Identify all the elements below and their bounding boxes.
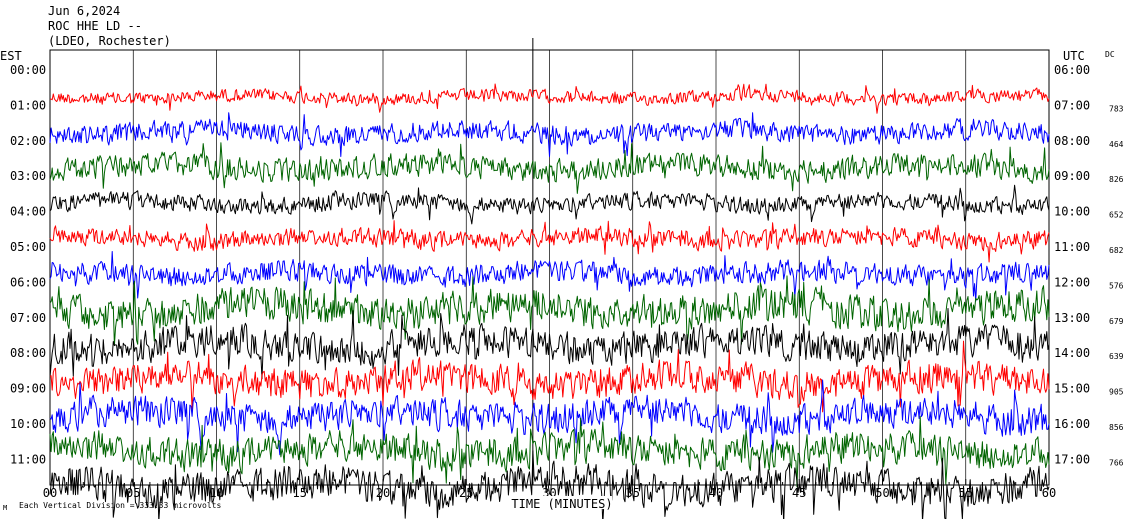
est-label-0000: 00:00: [10, 63, 46, 77]
trace-0400: [49, 220, 1050, 263]
x-tick-label-25: 25: [459, 486, 473, 500]
dc-value-0600: 576: [1109, 281, 1124, 290]
utc-label-0700: 07:00: [1054, 98, 1090, 112]
trace-1100: [49, 450, 1050, 519]
utc-axis-title: UTC: [1063, 49, 1085, 63]
dc-value-0400: 652: [1109, 211, 1124, 220]
trace-0500: [49, 251, 1050, 302]
est-label-1000: 10:00: [10, 417, 46, 431]
trace-1000: [49, 415, 1050, 488]
est-label-1100: 11:00: [10, 452, 46, 466]
dc-value-1000: 856: [1109, 423, 1124, 432]
est-label-0200: 02:00: [10, 134, 46, 148]
corner-mark: M: [3, 504, 7, 512]
est-label-0300: 03:00: [10, 169, 46, 183]
est-axis-title: EST: [0, 49, 22, 63]
x-tick-label-10: 10: [209, 486, 223, 500]
trace-0600: [49, 275, 1050, 347]
dc-value-0200: 464: [1109, 140, 1124, 149]
x-tick-label-05: 05: [126, 486, 140, 500]
station-label: ROC HHE LD --: [48, 19, 142, 33]
dc-value-1100: 766: [1109, 458, 1124, 467]
dc-value-0100: 783: [1109, 104, 1124, 113]
trace-0200: [49, 142, 1050, 194]
utc-label-1500: 15:00: [1054, 382, 1090, 396]
utc-label-0600: 06:00: [1054, 63, 1090, 77]
x-tick-label-45: 45: [792, 486, 806, 500]
utc-label-1700: 17:00: [1054, 452, 1090, 466]
x-tick-label-60: 60: [1042, 486, 1056, 500]
record-date: Jun 6,2024: [48, 4, 121, 18]
dc-value-0500: 682: [1109, 246, 1124, 255]
x-axis-label: TIME (MINUTES): [511, 497, 612, 511]
utc-label-1000: 10:00: [1054, 205, 1090, 219]
x-tick-label-35: 35: [626, 486, 640, 500]
x-tick-label-15: 15: [293, 486, 307, 500]
est-label-0800: 08:00: [10, 346, 46, 360]
est-label-0900: 09:00: [10, 382, 46, 396]
utc-label-1600: 16:00: [1054, 417, 1090, 431]
utc-label-1300: 13:00: [1054, 311, 1090, 325]
x-tick-label-20: 20: [376, 486, 390, 500]
est-label-0700: 07:00: [10, 311, 46, 325]
trace-0100: [49, 112, 1050, 157]
vertical-scale-note: Each Vertical Division = 333.33 microvol…: [19, 501, 221, 510]
dc-value-0900: 905: [1109, 388, 1124, 397]
x-axis-label-bg: [512, 496, 612, 509]
utc-label-1400: 14:00: [1054, 346, 1090, 360]
est-label-0500: 05:00: [10, 240, 46, 254]
trace-0900: [49, 379, 1050, 456]
utc-label-1100: 11:00: [1054, 240, 1090, 254]
utc-label-0800: 08:00: [1054, 134, 1090, 148]
dc-value-0300: 826: [1109, 175, 1124, 184]
est-label-0400: 04:00: [10, 205, 46, 219]
utc-label-0900: 09:00: [1054, 169, 1090, 183]
trace-0300: [49, 184, 1050, 225]
dc-value-0800: 639: [1109, 352, 1124, 361]
est-label-0100: 01:00: [10, 98, 46, 112]
x-tick-label-50: 50: [875, 486, 889, 500]
trace-0800: [49, 340, 1050, 413]
utc-label-1200: 12:00: [1054, 275, 1090, 289]
trace-0700: [49, 308, 1050, 380]
trace-0000: [49, 83, 1050, 114]
dc-value-0700: 679: [1109, 317, 1124, 326]
x-tick-label-55: 55: [959, 486, 973, 500]
est-label-0600: 06:00: [10, 275, 46, 289]
x-tick-label-00: 00: [43, 486, 57, 500]
x-tick-label-40: 40: [709, 486, 723, 500]
network-label: (LDEO, Rochester): [48, 34, 171, 48]
dc-column-title: DC: [1105, 50, 1115, 59]
